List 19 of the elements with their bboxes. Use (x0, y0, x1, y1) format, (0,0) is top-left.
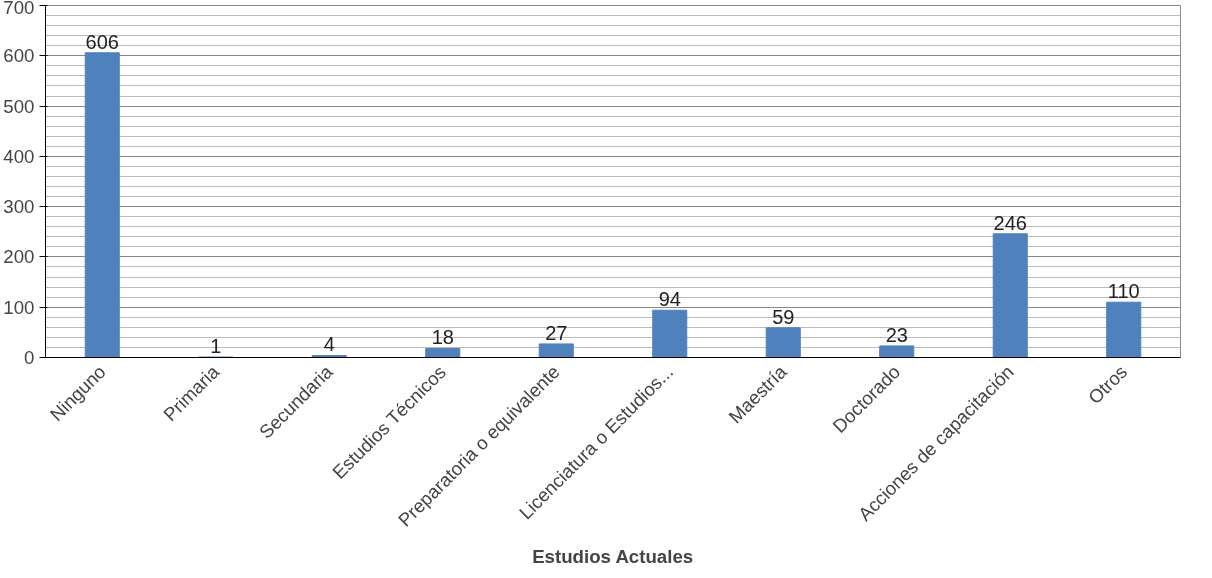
data-label: 606 (85, 30, 119, 53)
y-tick-label: 500 (3, 95, 35, 117)
data-label: 246 (993, 211, 1027, 234)
data-label: 23 (885, 323, 908, 346)
data-label: 94 (658, 288, 681, 311)
data-label: 110 (1107, 280, 1140, 303)
data-label: 4 (323, 333, 335, 356)
y-tick-label: 700 (3, 0, 35, 18)
data-label: 1 (210, 335, 222, 357)
y-tick-label: 0 (24, 347, 35, 368)
data-label: 27 (545, 321, 568, 344)
y-tick-label: 100 (3, 296, 35, 318)
data-label: 59 (772, 305, 795, 328)
y-tick-label: 300 (3, 196, 35, 218)
data-label: 18 (431, 326, 454, 349)
y-tick-label: 400 (3, 145, 35, 167)
y-tick-label: 600 (3, 45, 35, 67)
y-tick-label: 200 (3, 246, 35, 268)
x-axis-title: Estudios Actuales (532, 546, 694, 568)
